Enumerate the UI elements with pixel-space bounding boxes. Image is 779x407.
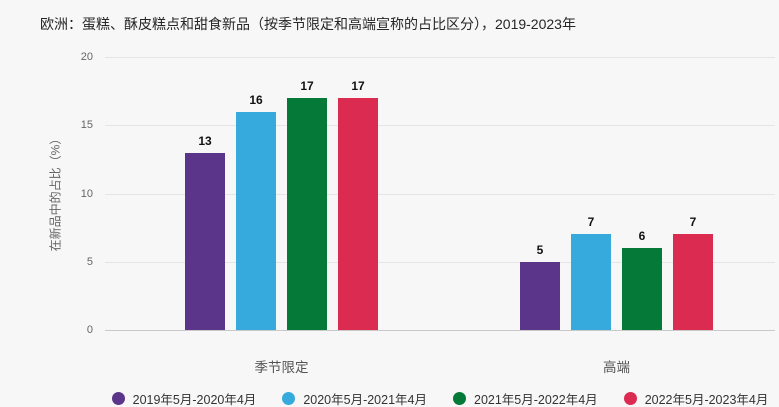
bar-value-label: 17	[351, 78, 365, 93]
legend-label: 2021年5月-2022年4月	[474, 393, 598, 407]
legend-item[interactable]: 2022年5月-2023年4月	[623, 389, 769, 407]
bar-value-label: 17	[300, 78, 314, 93]
gridline	[105, 125, 775, 126]
bar-wrap: 13	[185, 133, 225, 330]
bar-wrap: 5	[520, 242, 560, 330]
bar-value-label: 13	[198, 133, 212, 148]
bar-groups: 13 16 17 17 5 7 6 7	[114, 57, 779, 330]
bar-value-label: 6	[638, 229, 646, 244]
legend-label: 2019年5月-2020年4月	[132, 393, 257, 407]
legend: 2019年5月-2020年4月 2020年5月-2021年4月 2021年5月-20…	[105, 389, 775, 407]
y-tick-label: 5	[86, 256, 93, 268]
chart-title: 欧洲：蛋糕、酥皮糕点和甜食新品（按季节限定和高端宣称的占比区分），2019-20…	[40, 16, 576, 32]
bar[interactable]	[571, 234, 611, 330]
legend-item[interactable]: 2019年5月-2020年4月	[111, 389, 257, 407]
legend-dot-icon	[282, 392, 296, 405]
y-tick-label: 10	[80, 188, 93, 200]
bar-wrap: 6	[622, 230, 662, 330]
bar[interactable]	[287, 97, 327, 330]
x-axis-labels: 季节限定 高端	[114, 356, 779, 376]
bar[interactable]	[185, 152, 225, 330]
gridline	[105, 262, 775, 263]
legend-label: 2022年5月-2023年4月	[644, 393, 769, 407]
plot-area: 0 5 10 15 20 13 16 17 17 5 7 6 7	[81, 51, 775, 336]
bar-value-label: 7	[689, 215, 697, 230]
bar-value-label: 5	[536, 242, 544, 257]
bar-wrap: 7	[673, 216, 713, 330]
y-tick-label: 20	[80, 51, 93, 63]
x-category-label: 季节限定	[254, 360, 309, 375]
legend-item[interactable]: 2020年5月-2021年4月	[282, 389, 427, 407]
gridline	[105, 194, 775, 195]
bar-wrap: 7	[571, 216, 611, 330]
bar-value-label: 16	[249, 92, 263, 107]
y-tick-label: 0	[86, 324, 93, 336]
bar-wrap: 17	[338, 78, 378, 330]
bar[interactable]	[236, 111, 276, 330]
bar-group: 13 16 17 17	[114, 57, 449, 330]
bar-group: 5 7 6 7	[449, 57, 779, 330]
bar[interactable]	[622, 248, 662, 330]
x-category-label: 高端	[603, 360, 630, 375]
y-tick-label: 15	[80, 119, 93, 131]
bar-wrap: 17	[287, 78, 327, 330]
legend-dot-icon	[453, 392, 466, 405]
bar[interactable]	[520, 261, 560, 330]
bar-wrap: 16	[236, 92, 276, 330]
legend-dot-icon	[111, 392, 125, 405]
gridline	[105, 57, 775, 58]
bar[interactable]	[673, 234, 713, 330]
legend-label: 2020年5月-2021年4月	[303, 393, 427, 407]
legend-dot-icon	[623, 392, 637, 405]
x-axis-line	[105, 330, 775, 331]
legend-item[interactable]: 2021年5月-2022年4月	[453, 389, 598, 407]
bar-value-label: 7	[587, 215, 595, 230]
bar[interactable]	[338, 97, 378, 330]
